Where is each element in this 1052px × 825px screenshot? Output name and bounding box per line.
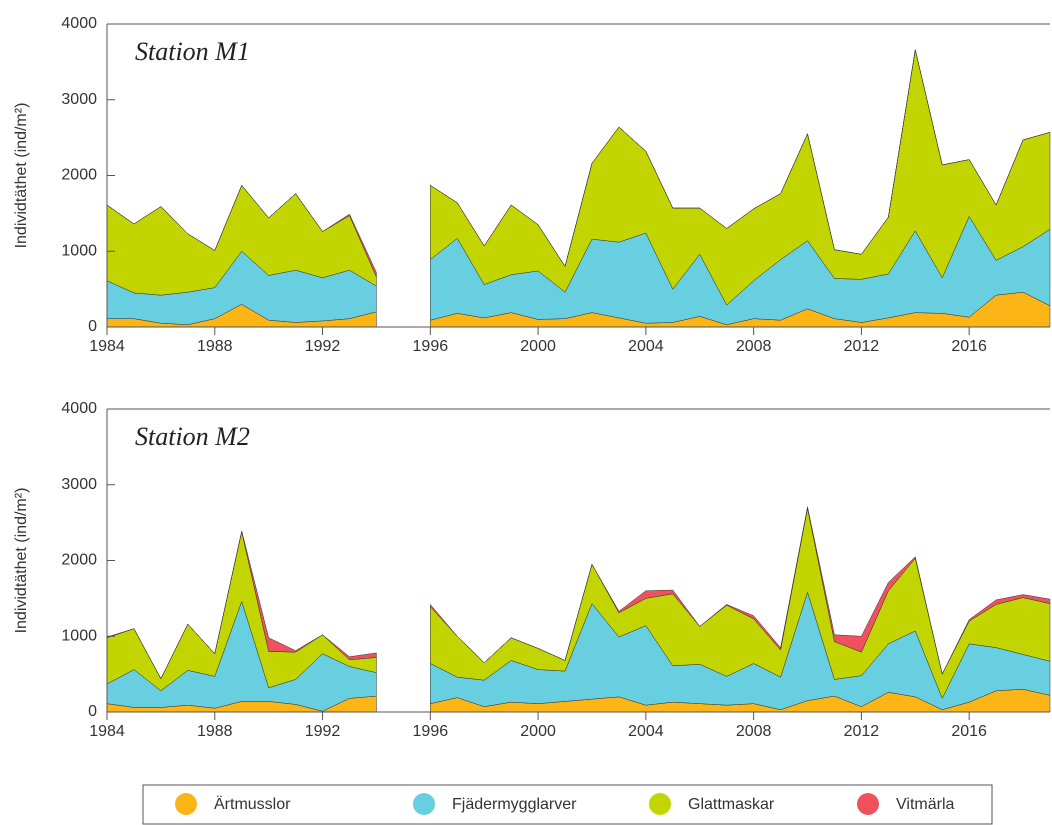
x-tick-label: 2004	[628, 338, 664, 355]
y-axis-label: Individtäthet (ind/m²)	[13, 103, 30, 249]
legend-label: Glattmaskar	[688, 796, 775, 813]
x-tick-label: 2008	[736, 723, 772, 740]
x-tick-label: 2016	[951, 338, 987, 355]
area	[106, 506, 1051, 679]
x-tick-label: 1996	[413, 723, 449, 740]
x-tick-label: 1996	[413, 338, 449, 355]
y-tick-label: 3000	[61, 476, 97, 493]
x-tick-label: 1992	[305, 338, 341, 355]
legend-marker	[649, 793, 671, 815]
legend-marker	[857, 793, 879, 815]
y-tick-label: 3000	[61, 91, 97, 108]
y-tick-label: 0	[88, 318, 97, 335]
x-tick-label: 2000	[520, 338, 556, 355]
chart-title: Station M1	[135, 37, 250, 66]
legend-label: Ärtmusslor	[214, 795, 291, 813]
y-tick-label: 0	[88, 703, 97, 720]
x-tick-label: 2012	[844, 338, 880, 355]
y-axis-label: Individtäthet (ind/m²)	[13, 488, 30, 634]
legend-marker	[413, 793, 435, 815]
x-tick-label: 2016	[951, 723, 987, 740]
legend-marker	[175, 793, 197, 815]
x-tick-label: 1984	[89, 338, 125, 355]
x-tick-label: 2008	[736, 338, 772, 355]
y-tick-label: 1000	[61, 627, 97, 644]
x-tick-label: 2004	[628, 723, 664, 740]
y-tick-label: 4000	[61, 400, 97, 417]
x-tick-label: 2012	[844, 723, 880, 740]
x-tick-label: 1988	[197, 723, 233, 740]
y-tick-label: 1000	[61, 242, 97, 259]
legend-label: Vitmärla	[896, 796, 954, 813]
x-tick-label: 1992	[305, 723, 341, 740]
x-tick-label: 1984	[89, 723, 125, 740]
legend-label: Fjädermygglarver	[452, 796, 577, 813]
area	[106, 49, 1051, 278]
y-tick-label: 2000	[61, 552, 97, 569]
y-tick-label: 4000	[61, 15, 97, 32]
legend-box	[142, 784, 993, 825]
x-tick-label: 2000	[520, 723, 556, 740]
y-tick-label: 2000	[61, 167, 97, 184]
chart-title: Station M2	[135, 422, 250, 451]
x-tick-label: 1988	[197, 338, 233, 355]
